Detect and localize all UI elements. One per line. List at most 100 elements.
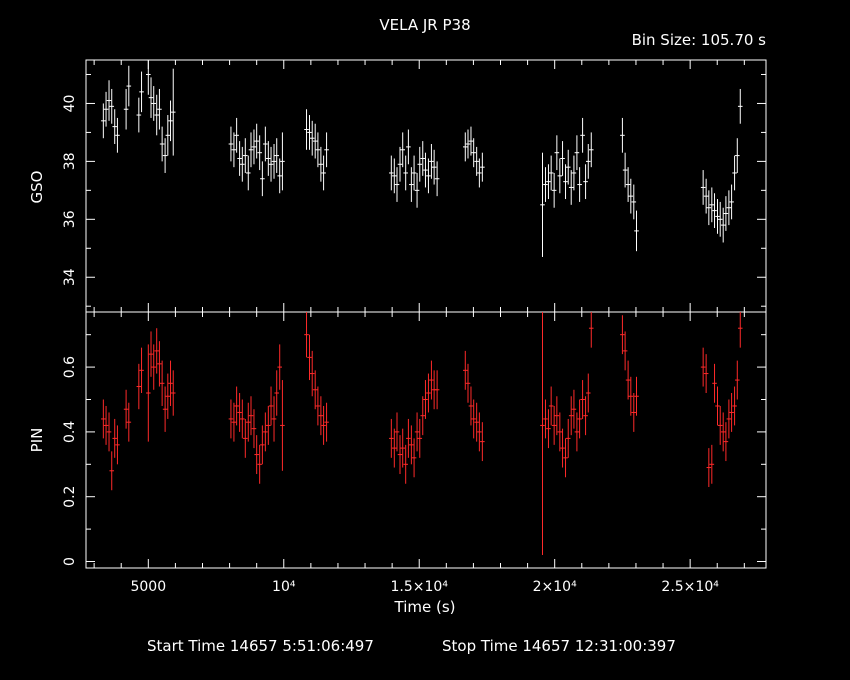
gso-data-point [585,144,591,179]
gso-data-point [254,123,259,159]
pin-data-point [394,412,400,452]
gso-data-point [268,146,274,182]
gso-data-point [565,149,571,185]
pin-data-point [242,418,248,458]
gso-data-point [106,80,112,121]
pin-data-point [474,402,479,442]
gso-data-point [420,141,426,176]
pin-data-point [700,347,706,387]
pin-data-point [462,350,468,390]
gso-panel: 34 36 38 40 GSO [28,59,767,313]
pin-data-point [165,373,171,419]
pin-data-point [168,360,173,406]
pin-data-point [268,386,274,426]
pin-data-point [318,396,324,436]
gso-data-point [168,100,173,142]
pin-data-point [315,386,321,426]
gso-data-point [307,115,312,150]
gso-data-point [242,138,248,173]
pin-data-point [271,396,277,442]
gso-data-point [157,88,162,130]
pin-data-point [148,331,154,377]
pin-data-point [260,425,265,465]
pin-data-point [709,444,715,484]
gso-data-point [560,141,565,176]
pin-y-axis-label: PIN [28,428,46,453]
pin-data-point [411,438,417,478]
pin-y-tick-label: 0 [62,557,78,566]
gso-data-point [245,155,251,191]
pin-data-point [429,360,434,400]
gso-data-point [165,115,171,156]
gso-data-point [266,141,271,176]
gso-data-point [634,210,639,252]
gso-data-point [583,164,588,200]
gso-data-point [622,152,628,188]
pin-data-point [139,347,144,394]
pin-data-point [568,396,574,436]
pin-data-point [274,370,280,416]
pin-data-point [574,412,580,452]
x-tick-label: 5000 [130,579,166,595]
gso-data-point [474,146,479,176]
pin-data-point [734,360,740,400]
gso-data-point [631,184,637,220]
pin-data-point [126,402,132,442]
gso-y-ticks: 34 36 38 40 [62,73,766,307]
pin-data-point [732,386,737,426]
pin-data-point [423,380,428,419]
gso-data-point [411,155,417,191]
gso-data-point [423,152,428,188]
gso-data-point [318,146,324,182]
gso-data-point [159,126,165,162]
pin-x-ticks: 5000 10⁴ 1.5×10⁴ 2×10⁴ 2.5×10⁴ [93,312,745,595]
pin-data-point [580,380,585,419]
pin-data-point [304,312,309,358]
pin-data-point [240,399,245,439]
gso-data-point [620,117,625,153]
pin-data-point [109,451,115,491]
pin-data-point [154,328,160,374]
pin-data-point [703,354,709,394]
pin-data-point [321,405,326,445]
pin-data-point [565,418,571,458]
pin-data-point [392,428,397,468]
gso-data-point [397,146,403,182]
pin-data-point [397,435,403,475]
gso-data-point [162,138,168,173]
pin-data-point [245,402,251,442]
pin-data-point [560,428,565,468]
gso-y-tick-label: 40 [62,95,78,113]
pin-data-point [546,409,551,449]
gso-data-point [551,172,557,208]
gso-y-axis-label: GSO [28,171,46,204]
pin-data-point [159,360,165,406]
gso-data-point [557,158,563,194]
pin-data-point [400,428,406,468]
pin-data-point [251,409,257,449]
gso-data-point [146,60,151,95]
gso-data-point [392,158,397,194]
gso-data-point [240,146,245,182]
pin-data-point [389,418,394,458]
pin-data-point [563,438,568,478]
gso-data-point [237,141,242,176]
pin-data-point [715,386,720,426]
gso-data-point [148,77,154,118]
gso-data-point [625,167,631,202]
gso-data-point [277,158,283,194]
pin-data-point [162,386,168,432]
pin-data-point [123,389,129,429]
gso-data-point [304,109,309,150]
gso-data-point [568,170,574,205]
pin-data-point [112,418,118,458]
gso-data-point [409,167,414,202]
gso-data-point [737,88,743,124]
gso-data-point [465,129,471,159]
gso-data-point [123,88,129,130]
gso-data-point [170,68,176,156]
pin-data-point [257,444,262,484]
gso-data-point [136,97,142,133]
gso-data-point [101,103,106,139]
gso-data-point [231,132,237,168]
